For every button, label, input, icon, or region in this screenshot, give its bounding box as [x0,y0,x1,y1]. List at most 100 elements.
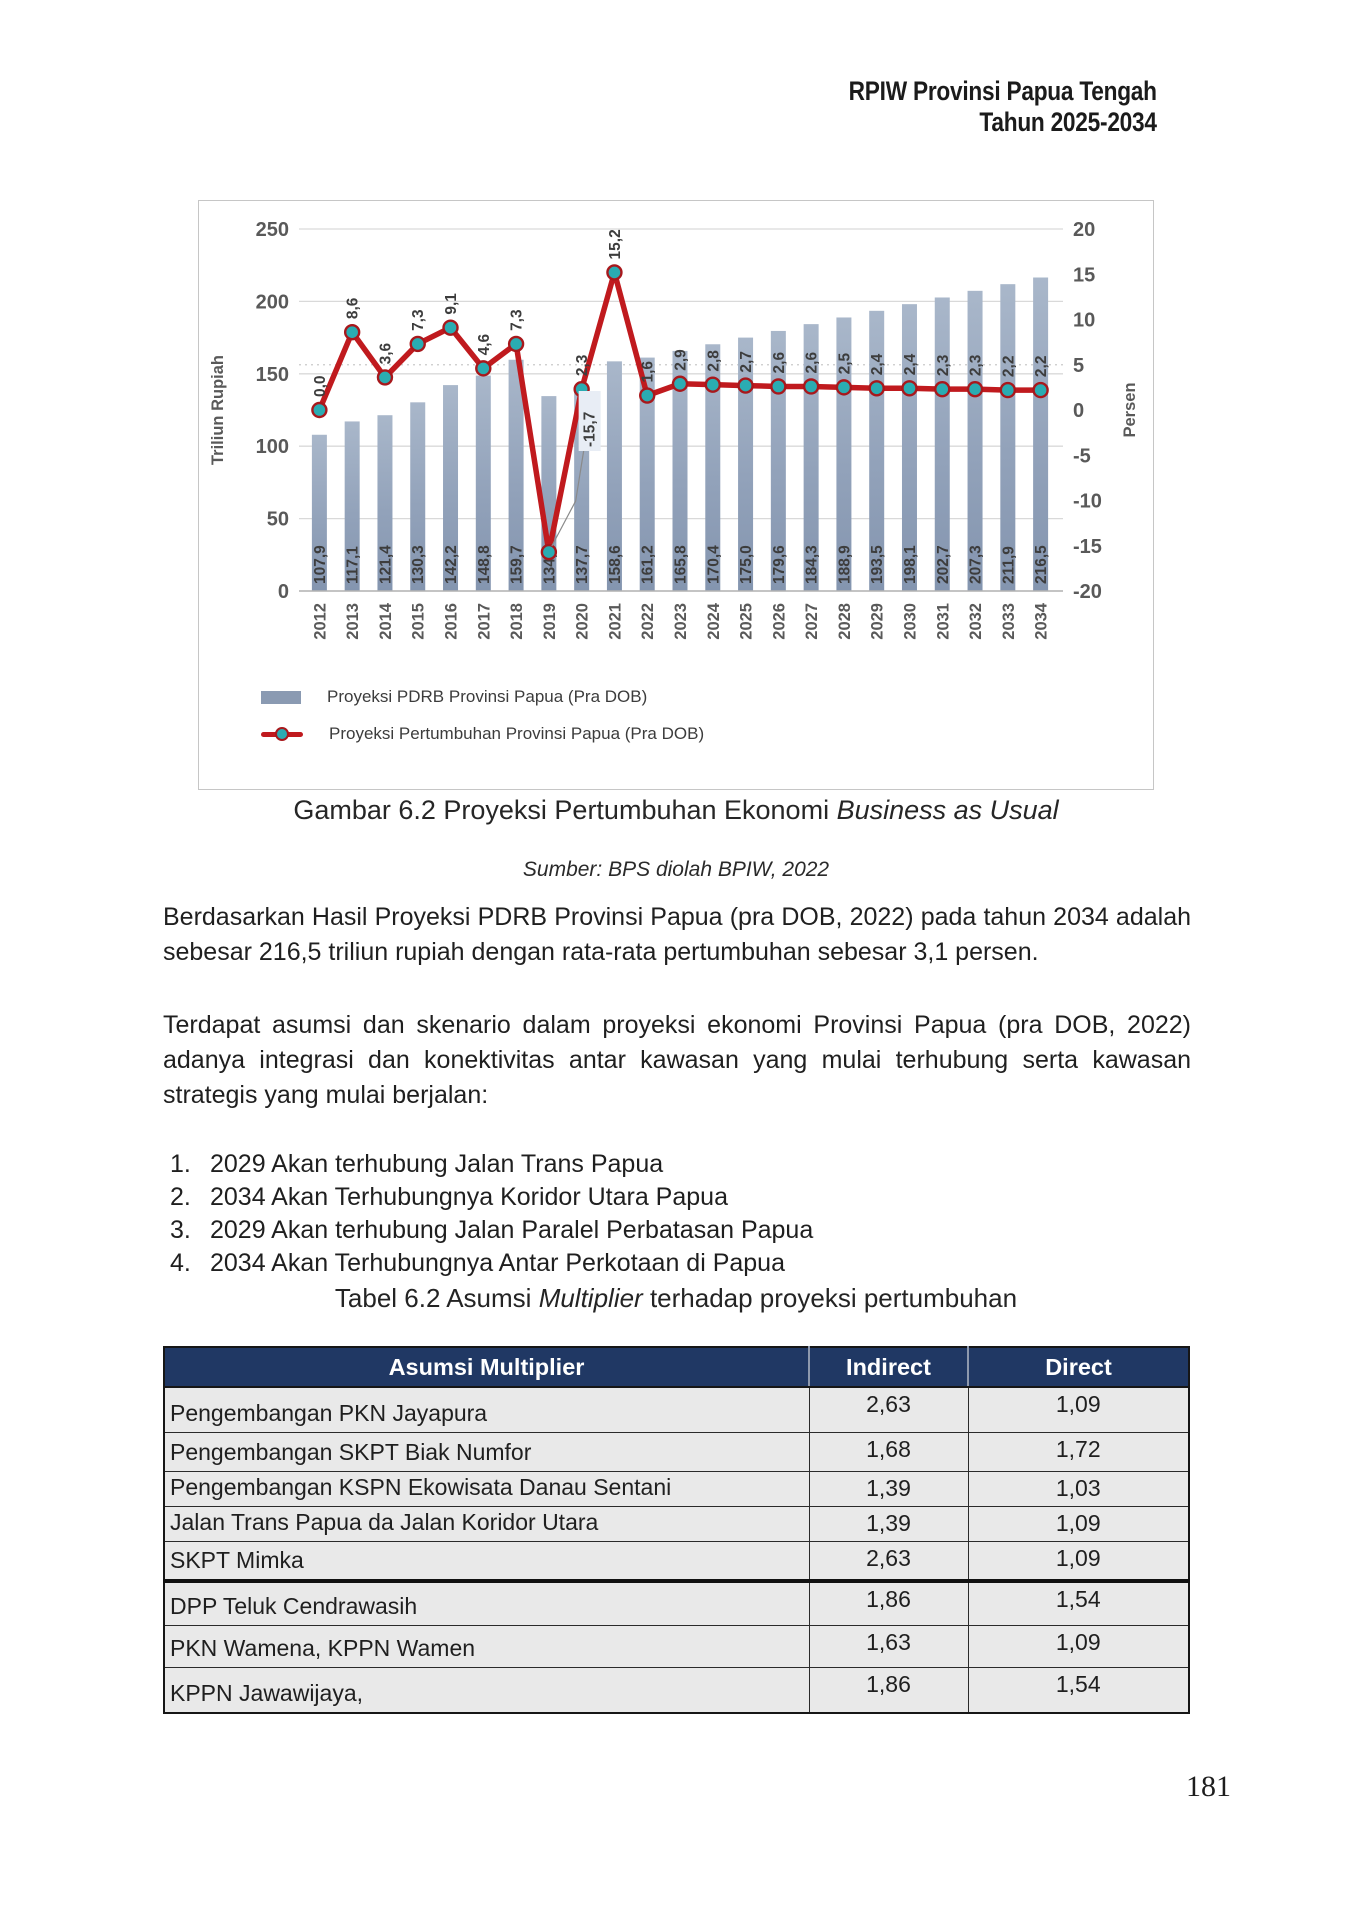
legend-line-swatch [261,727,303,741]
bar-2032 [967,290,983,591]
marker-2028 [835,379,853,396]
marker-2012 [311,401,328,419]
cell-label: Jalan Trans Papua da Jalan Koridor Utara [164,1505,809,1541]
right-axis-tick: -15 [1073,536,1102,558]
bar-value-label: 121,4 [377,545,394,584]
year-label-2019: 2019 [541,603,559,640]
list-item-4: 4. 2034 Akan Terhubungnya Antar Perkotaan… [170,1247,1190,1280]
year-label-2017: 2017 [475,603,493,640]
line-value-label: 1,6 [640,361,657,383]
line-value-label: 2,3 [574,354,591,376]
line-value-label: 2,3 [935,354,952,376]
year-label-2022: 2022 [639,603,657,640]
bar-value-label: 207,3 [968,545,985,584]
cell-label: Pengembangan PKN Jayapura [164,1386,809,1432]
line-value-label: 2,5 [836,352,853,374]
year-label-2033: 2033 [1000,603,1018,640]
cell-label: PKN Wamena, KPPN Wamen [164,1624,809,1667]
list-item-text: 2029 Akan terhubung Jalan Trans Papua [210,1150,664,1178]
list-item-3: 3. 2029 Akan terhubung Jalan Paralel Perb… [170,1214,1190,1247]
chart-legend: Proyeksi PDRB Provinsi Papua (Pra DOB) P… [199,687,1153,744]
year-label-2034: 2034 [1033,602,1051,640]
bar-value-label: 107,9 [312,545,329,584]
bar-2017 [475,375,491,591]
cell-label: DPP Teluk Cendrawasih [164,1580,809,1625]
right-axis-tick: 10 [1073,310,1095,332]
line-value-label: 2,6 [804,352,821,374]
line-value-label: 2,3 [968,354,985,376]
year-label-2020: 2020 [574,603,592,640]
cell-direct: 1,54 [967,1666,1189,1713]
bar-value-label: 170,4 [705,545,722,584]
line-value-label: 7,3 [509,309,526,331]
table-header-row: Asumsi Multiplier Indirect Direct [164,1347,1189,1388]
bar-value-label: 211,9 [1000,546,1017,584]
year-label-2024: 2024 [705,602,723,640]
bar-2013 [344,421,360,591]
cell-indirect: 1,63 [808,1624,968,1667]
line-value-label: 2,6 [771,352,788,374]
cell-indirect: 1,39 [808,1470,968,1506]
bar-value-label: 117,1 [345,546,362,584]
cell-label: Pengembangan SKPT Biak Numfor [164,1431,809,1471]
bar-value-label: 216,5 [1033,545,1050,584]
year-label-2018: 2018 [508,603,526,640]
legend-item-growth: Proyeksi Pertumbuhan Provinsi Papua (Pra… [261,724,1153,744]
list-item-number: 2. [170,1183,191,1211]
bar-value-label: 179,6 [771,545,788,584]
table-row-6: DPP Teluk Cendrawasih 1,86 1,54 [164,1580,1189,1625]
assumption-list: 1. 2029 Akan terhubung Jalan Trans Papua 2… [170,1148,1190,1280]
year-label-2031: 2031 [934,603,952,640]
table-row-1: Pengembangan PKN Jayapura 2,63 1,09 [164,1386,1189,1432]
marker-2014 [376,369,394,386]
figure-caption-text: Gambar 6.2 Proyeksi Pertumbuhan Ekonomi [293,795,837,825]
bar-2031 [934,297,950,591]
year-label-2021: 2021 [606,603,624,640]
document-header: RPIW Provinsi Papua Tengah Tahun 2025-20… [849,76,1157,138]
marker-2023 [671,375,689,392]
marker-2032 [966,380,984,398]
left-axis-tick: 50 [267,509,289,531]
line-value-label: 2,9 [673,349,690,371]
line-value-label: 4,6 [476,333,493,355]
bar-2026 [770,330,786,591]
line-value-label: 7,3 [410,309,427,331]
marker-2027 [802,378,820,395]
left-axis-tick: 0 [278,581,289,603]
cell-direct: 1,09 [967,1505,1189,1541]
year-label-2029: 2029 [869,603,887,640]
cell-indirect: 1,68 [808,1431,968,1471]
list-item-2: 2. 2034 Akan Terhubungnya Koridor Utara P… [170,1181,1190,1214]
multiplier-table-body: Pengembangan PKN Jayapura 2,63 1,09 Pengemb… [164,1386,1189,1713]
dip-value-label: -15,7 [578,391,601,451]
table-row-3: Pengembangan KSPN Ekowisata Danau Sentan… [164,1470,1189,1506]
right-axis-tick: 20 [1073,219,1095,241]
table-row-8: KPPN Jawawijaya, 1,86 1,54 [164,1666,1189,1713]
bar-value-label: 161,2 [640,545,657,584]
cell-label: SKPT Mimka [164,1540,809,1583]
table-caption-suffix: terhadap proyeksi pertumbuhan [642,1283,1018,1313]
line-value-label: 2,7 [738,351,755,373]
right-axis-tick: 15 [1073,264,1095,286]
marker-2029 [868,380,885,397]
right-axis-tick: -10 [1073,491,1102,513]
bar-value-label: 202,7 [935,545,952,584]
bar-2018 [508,359,524,591]
legend-label-pdrb: Proyeksi PDRB Provinsi Papua (Pra DOB) [327,687,648,706]
cell-indirect: 1,86 [808,1666,968,1713]
marker-2030 [901,380,918,397]
bar-value-label: 130,3 [410,545,427,584]
figure-source: Sumber: BPS diolah BPIW, 2022 [522,858,830,881]
year-label-2030: 2030 [901,603,919,640]
year-label-2012: 2012 [311,603,329,640]
paragraph-2: Terdapat asumsi dan skenario dalam proye… [163,1011,1191,1109]
bar-2024 [705,344,721,591]
bar-2014 [377,415,393,591]
cell-label: Pengembangan KSPN Ekowisata Danau Sentan… [164,1470,809,1506]
svg-text:-15,7: -15,7 [582,412,599,447]
year-label-2032: 2032 [967,603,985,640]
line-value-label: 2,4 [869,353,886,375]
year-label-2015: 2015 [410,603,428,640]
col-header-asumsi: Asumsi Multiplier [164,1347,809,1388]
